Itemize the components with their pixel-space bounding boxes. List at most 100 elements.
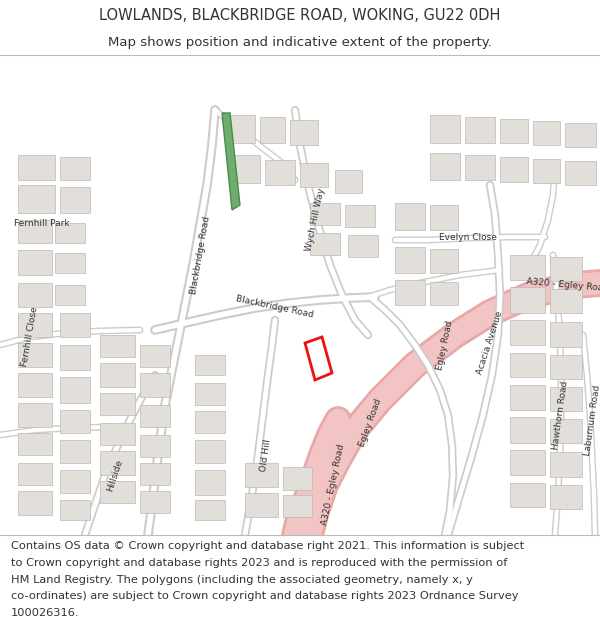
- Polygon shape: [550, 452, 582, 477]
- Text: Wych Hill Way: Wych Hill Way: [304, 188, 326, 253]
- Polygon shape: [430, 249, 458, 273]
- Polygon shape: [550, 355, 582, 379]
- Polygon shape: [18, 373, 52, 397]
- Polygon shape: [510, 255, 545, 280]
- Text: Evelyn Close: Evelyn Close: [439, 234, 497, 242]
- Polygon shape: [18, 313, 52, 337]
- Polygon shape: [100, 363, 135, 387]
- Polygon shape: [195, 440, 225, 463]
- Polygon shape: [60, 470, 90, 493]
- Polygon shape: [18, 491, 52, 515]
- Polygon shape: [500, 157, 528, 182]
- Polygon shape: [395, 280, 425, 305]
- Polygon shape: [430, 282, 458, 305]
- Polygon shape: [18, 463, 52, 485]
- Polygon shape: [465, 117, 495, 143]
- Text: LOWLANDS, BLACKBRIDGE ROAD, WOKING, GU22 0DH: LOWLANDS, BLACKBRIDGE ROAD, WOKING, GU22…: [100, 8, 500, 23]
- Text: co-ordinates) are subject to Crown copyright and database rights 2023 Ordnance S: co-ordinates) are subject to Crown copyr…: [11, 591, 518, 601]
- Polygon shape: [550, 419, 582, 443]
- Text: Blackbridge Road: Blackbridge Road: [188, 215, 211, 295]
- Text: Old Hill: Old Hill: [259, 438, 273, 472]
- Text: Acacia Avenue: Acacia Avenue: [475, 310, 505, 376]
- Polygon shape: [300, 163, 328, 187]
- Polygon shape: [430, 205, 458, 230]
- Polygon shape: [510, 320, 545, 345]
- Polygon shape: [230, 115, 255, 143]
- Text: A320 - Egley Road: A320 - Egley Road: [526, 277, 600, 293]
- Polygon shape: [533, 159, 560, 183]
- Polygon shape: [245, 493, 278, 517]
- Polygon shape: [18, 250, 52, 275]
- Polygon shape: [550, 257, 582, 281]
- Polygon shape: [510, 385, 545, 410]
- Polygon shape: [310, 233, 340, 255]
- Polygon shape: [60, 157, 90, 180]
- Polygon shape: [345, 205, 375, 227]
- Polygon shape: [283, 495, 312, 517]
- Text: Contains OS data © Crown copyright and database right 2021. This information is : Contains OS data © Crown copyright and d…: [11, 541, 524, 551]
- Polygon shape: [230, 155, 260, 183]
- Polygon shape: [100, 335, 135, 357]
- Polygon shape: [195, 500, 225, 520]
- Text: A320 - Egley Road: A320 - Egley Road: [320, 444, 346, 526]
- Polygon shape: [55, 285, 85, 305]
- Text: Egley Road: Egley Road: [357, 398, 383, 448]
- Polygon shape: [510, 417, 545, 443]
- Text: Fernhill Close: Fernhill Close: [20, 306, 40, 368]
- Polygon shape: [510, 450, 545, 475]
- Polygon shape: [260, 117, 285, 143]
- Polygon shape: [510, 287, 545, 313]
- Polygon shape: [565, 123, 596, 147]
- Text: Egley Road: Egley Road: [436, 319, 455, 371]
- Polygon shape: [283, 467, 312, 490]
- Polygon shape: [18, 185, 55, 213]
- Polygon shape: [18, 283, 52, 307]
- Text: Laburnum Road: Laburnum Road: [583, 384, 600, 456]
- Polygon shape: [348, 235, 378, 257]
- Polygon shape: [140, 345, 170, 367]
- Polygon shape: [60, 440, 90, 463]
- Polygon shape: [100, 481, 135, 503]
- Polygon shape: [100, 423, 135, 445]
- Polygon shape: [140, 491, 170, 513]
- Polygon shape: [310, 203, 340, 225]
- Text: 100026316.: 100026316.: [11, 608, 79, 618]
- Text: to Crown copyright and database rights 2023 and is reproduced with the permissio: to Crown copyright and database rights 2…: [11, 558, 507, 568]
- Polygon shape: [550, 387, 582, 411]
- Polygon shape: [140, 435, 170, 457]
- Polygon shape: [18, 403, 52, 427]
- Text: Fernhill Park: Fernhill Park: [14, 219, 70, 228]
- Polygon shape: [18, 433, 52, 455]
- Polygon shape: [533, 121, 560, 145]
- Polygon shape: [195, 411, 225, 433]
- Text: Hillside: Hillside: [106, 458, 124, 492]
- Polygon shape: [335, 170, 362, 193]
- Polygon shape: [265, 160, 295, 185]
- Text: Hawthorn Road: Hawthorn Road: [551, 380, 569, 450]
- Polygon shape: [60, 410, 90, 433]
- Polygon shape: [55, 253, 85, 273]
- Text: Blackbridge Road: Blackbridge Road: [235, 294, 314, 319]
- Polygon shape: [290, 120, 318, 145]
- Polygon shape: [395, 247, 425, 273]
- Text: HM Land Registry. The polygons (including the associated geometry, namely x, y: HM Land Registry. The polygons (includin…: [11, 574, 473, 584]
- Polygon shape: [550, 322, 582, 347]
- Polygon shape: [18, 343, 52, 367]
- Polygon shape: [140, 405, 170, 427]
- Polygon shape: [510, 483, 545, 507]
- Polygon shape: [55, 223, 85, 243]
- Polygon shape: [140, 373, 170, 397]
- Polygon shape: [18, 220, 52, 243]
- Polygon shape: [60, 187, 90, 213]
- Polygon shape: [222, 113, 240, 210]
- Polygon shape: [550, 485, 582, 509]
- Polygon shape: [565, 161, 596, 185]
- Polygon shape: [60, 377, 90, 403]
- Polygon shape: [195, 470, 225, 495]
- Polygon shape: [465, 155, 495, 180]
- Polygon shape: [60, 345, 90, 370]
- Polygon shape: [100, 451, 135, 475]
- Polygon shape: [18, 155, 55, 180]
- Polygon shape: [395, 203, 425, 230]
- Polygon shape: [140, 463, 170, 485]
